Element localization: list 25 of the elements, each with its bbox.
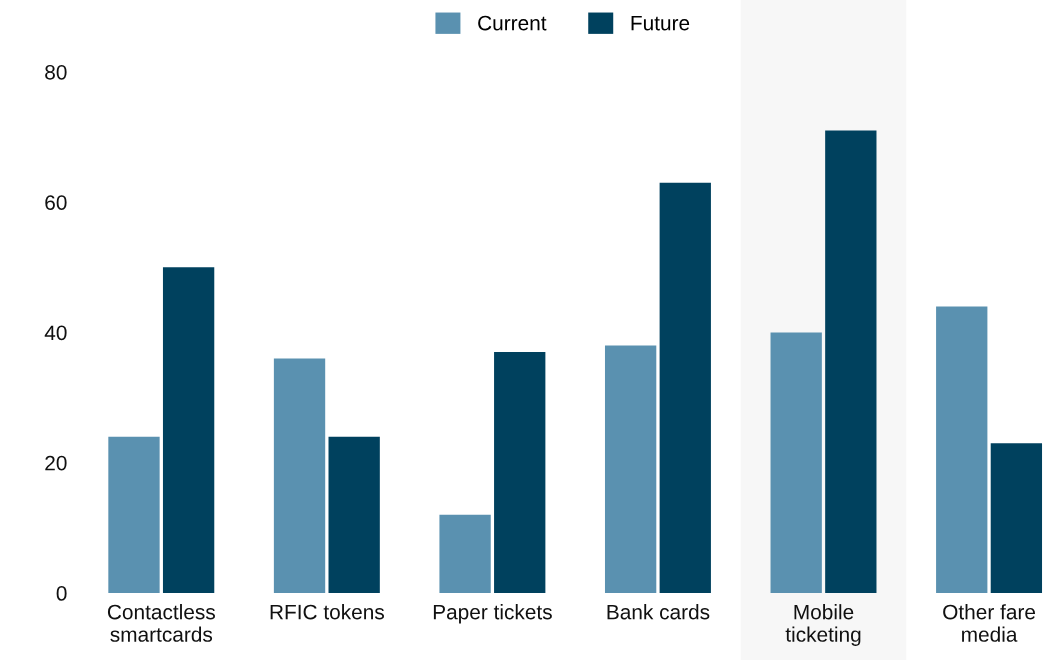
bar <box>770 332 822 594</box>
x-tick-label: Mobile ticketing <box>785 604 861 646</box>
bar <box>659 182 711 594</box>
bar <box>990 443 1043 594</box>
bar <box>273 358 326 594</box>
y-tick-label: 0 <box>56 586 67 601</box>
x-tick-label: Contactless smartcards <box>107 604 215 642</box>
bar <box>328 436 380 594</box>
bar <box>162 267 215 594</box>
legend-label: Future <box>631 15 690 31</box>
x-tick-label: Paper tickets <box>433 604 552 624</box>
x-tick-label: Other fare media <box>943 604 1036 642</box>
y-tick-label: 40 <box>44 325 67 341</box>
y-tick-label: 80 <box>45 64 67 80</box>
x-tick-label: Bank cards <box>607 604 710 620</box>
y-tick-label: 60 <box>45 195 67 210</box>
bar <box>604 345 657 594</box>
bar <box>108 436 160 594</box>
bar <box>825 130 877 594</box>
legend-label: Current <box>478 15 547 31</box>
x-tick-label: RFIC tokens <box>270 604 384 620</box>
bar <box>494 352 546 594</box>
bar <box>439 514 491 594</box>
y-tick-label: 20 <box>45 455 67 471</box>
bar <box>936 306 988 594</box>
